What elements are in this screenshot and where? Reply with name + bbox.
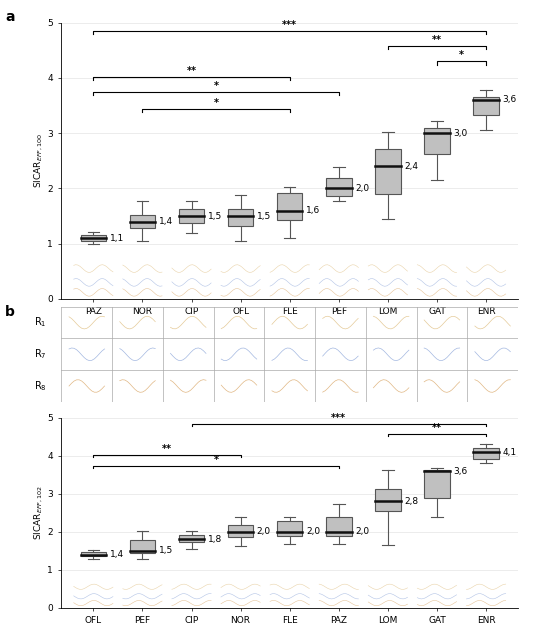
Text: 2,8: 2,8 [404, 497, 418, 506]
Text: 4,1: 4,1 [502, 448, 516, 457]
Text: **: ** [162, 444, 172, 455]
Text: *: * [214, 455, 218, 465]
Text: R$_1$: R$_1$ [34, 316, 46, 329]
Text: 2,0: 2,0 [355, 184, 369, 193]
Bar [130, 540, 155, 554]
Text: 1,5: 1,5 [257, 212, 271, 221]
Text: **: ** [186, 66, 197, 76]
Text: 2,0: 2,0 [257, 527, 271, 536]
Text: R$_7$: R$_7$ [34, 347, 46, 361]
Bar [424, 470, 450, 498]
Text: 1,4: 1,4 [109, 550, 124, 559]
Text: *: * [214, 98, 218, 107]
Bar [179, 210, 205, 222]
Bar [130, 215, 155, 228]
Text: 1,5: 1,5 [159, 547, 173, 555]
Bar [326, 518, 351, 536]
Text: 2,0: 2,0 [306, 527, 320, 536]
Bar [375, 149, 400, 194]
Text: ***: *** [331, 413, 346, 423]
Bar [179, 535, 205, 543]
Text: 3,0: 3,0 [453, 129, 467, 138]
Bar [228, 525, 253, 538]
Text: 1,5: 1,5 [208, 212, 222, 221]
Text: 3,6: 3,6 [453, 467, 467, 476]
Y-axis label: SICAR$_{EFF,100}$: SICAR$_{EFF,100}$ [32, 133, 44, 188]
Text: ***: *** [282, 20, 297, 30]
Bar [277, 521, 302, 536]
Bar [61, 257, 518, 299]
Text: 2,0: 2,0 [355, 527, 369, 536]
Bar [424, 127, 450, 154]
Text: **: ** [432, 35, 442, 44]
Bar [81, 235, 106, 241]
Text: 3,6: 3,6 [502, 95, 516, 104]
Bar [326, 179, 351, 195]
Text: 1,4: 1,4 [159, 217, 172, 226]
Text: 1,1: 1,1 [109, 233, 124, 242]
Text: 1,8: 1,8 [208, 535, 222, 544]
Text: R$_8$: R$_8$ [34, 379, 46, 393]
Bar [81, 552, 106, 556]
Bar [277, 193, 302, 221]
Text: 1,6: 1,6 [306, 206, 320, 215]
Text: *: * [459, 50, 464, 60]
Bar [473, 96, 499, 115]
Text: *: * [214, 81, 218, 91]
Bar [473, 448, 499, 458]
Y-axis label: SICAR$_{EFF,102}$: SICAR$_{EFF,102}$ [32, 485, 44, 540]
Text: 2,4: 2,4 [404, 162, 418, 171]
Bar [228, 210, 253, 226]
Text: a: a [5, 10, 15, 24]
Bar [61, 579, 518, 608]
Bar [375, 489, 400, 511]
Text: b: b [5, 305, 15, 320]
Text: **: ** [432, 423, 442, 433]
